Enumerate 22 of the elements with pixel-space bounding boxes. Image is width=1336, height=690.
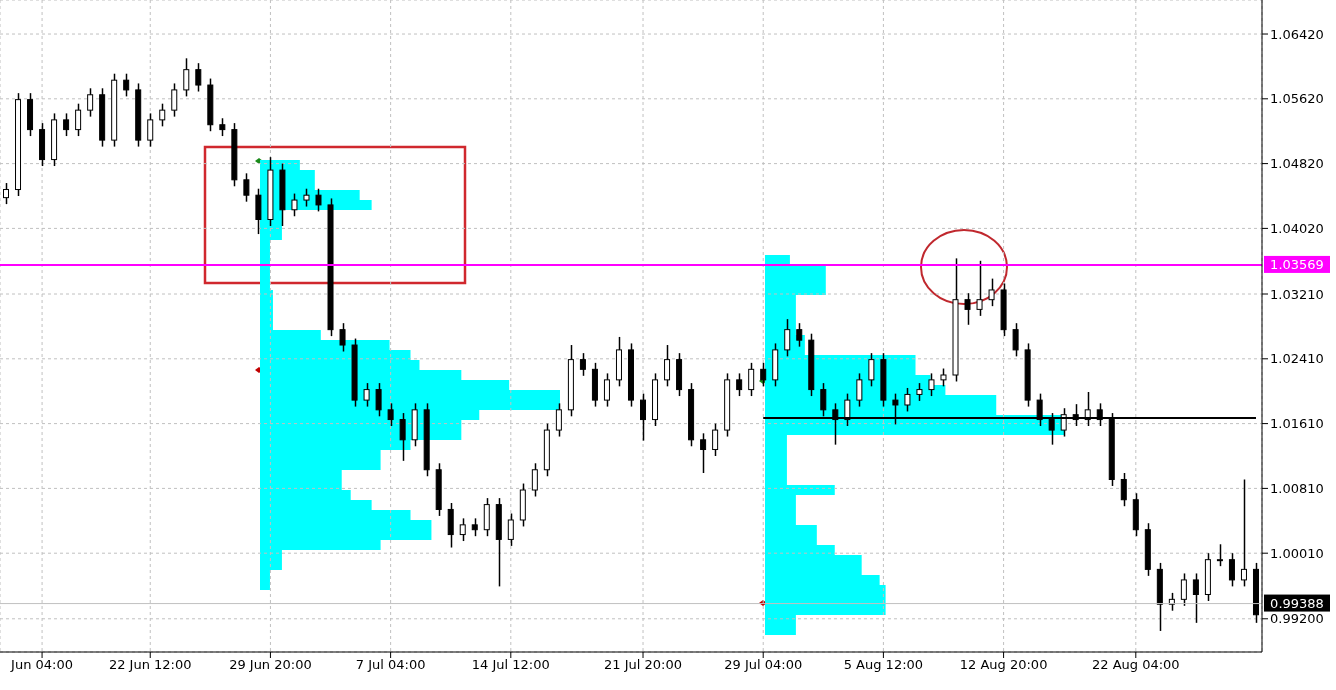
y-tick-label: 1.04020 [1270, 221, 1324, 237]
ref-line-label: 0.99388 [1270, 595, 1324, 611]
x-tick-label: 14 Jul 12:00 [471, 657, 550, 673]
y-tick-label: 1.06420 [1270, 26, 1324, 42]
y-tick-label: 1.03210 [1270, 286, 1324, 302]
y-tick-label: 1.02410 [1270, 351, 1324, 367]
y-tick-label: 1.00810 [1270, 481, 1324, 497]
x-tick-label: 21 Jul 20:00 [604, 657, 682, 673]
y-tick-label: 1.05620 [1270, 91, 1324, 107]
x-tick-label: Jun 04:00 [10, 657, 74, 673]
x-tick-label: 5 Aug 12:00 [843, 657, 924, 673]
x-tick-label: 22 Aug 04:00 [1091, 657, 1180, 673]
y-tick-label: 0.99200 [1270, 611, 1324, 627]
y-tick-label: 1.01610 [1270, 416, 1324, 432]
x-tick-label: 22 Jun 12:00 [108, 657, 192, 673]
x-tick-label: 12 Aug 20:00 [959, 657, 1048, 673]
x-tick-label: 7 Jul 04:00 [355, 657, 426, 673]
x-tick-label: 29 Jul 04:00 [724, 657, 803, 673]
y-tick-label: 1.00010 [1270, 545, 1324, 561]
x-tick-label: 29 Jun 20:00 [229, 657, 312, 673]
ref-line-label: 1.03569 [1270, 256, 1324, 272]
y-tick-label: 1.04820 [1270, 156, 1324, 172]
